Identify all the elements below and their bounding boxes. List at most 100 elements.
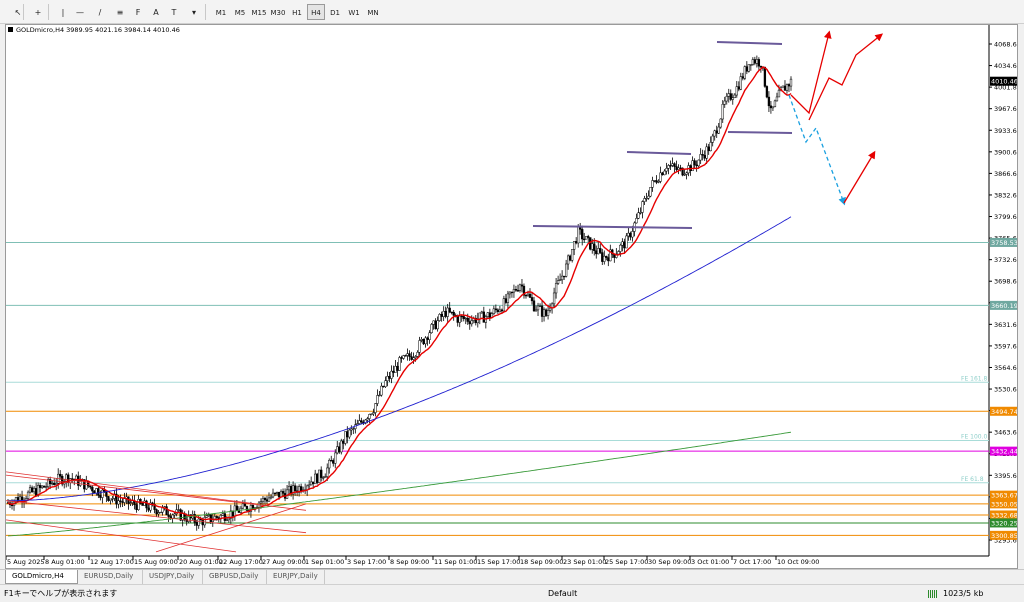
candle-body [675, 166, 678, 170]
candle-body [448, 307, 451, 313]
candle-body [119, 500, 122, 502]
candle-body [201, 519, 204, 526]
candle-body [496, 309, 500, 313]
candle-body [324, 476, 327, 478]
time-label: 5 Aug 2025 [7, 558, 45, 566]
timeframe-w1[interactable]: W1 [348, 9, 360, 17]
candle-body [530, 297, 534, 302]
candle-body [235, 505, 239, 511]
price-label: 3564.60 [994, 364, 1017, 372]
price-chart[interactable]: FE 161.8 FE 100.0 FE 61.8 4068.60 4034.60 400… [6, 25, 1017, 568]
candle-body [609, 249, 612, 262]
candle-body [577, 226, 580, 244]
horizontal-line-icon[interactable]: — [76, 8, 84, 17]
candle-body [263, 497, 267, 500]
candle-body [223, 513, 226, 521]
candle-body [595, 250, 598, 255]
timeframe-h1[interactable]: H1 [292, 9, 302, 17]
candle-body [737, 86, 740, 90]
candle-body [265, 499, 269, 502]
candle-body [583, 238, 586, 241]
candle-body [205, 515, 208, 518]
tab-goldmicro-h4[interactable]: GOLDmicro,H4 [5, 570, 78, 584]
vertical-line-icon[interactable]: | [61, 8, 65, 17]
forecast-up-arrow-1 [790, 30, 832, 115]
candle-body [155, 509, 158, 515]
candle-body [781, 85, 785, 88]
tab-eurjpy-daily[interactable]: EURJPY,Daily [267, 570, 325, 584]
price-label: 4034.60 [994, 62, 1017, 70]
candle-body [332, 460, 335, 464]
chart-window[interactable]: FE 161.8 FE 100.0 FE 61.8 4068.60 4034.60 400… [5, 24, 1018, 569]
timeframe-m15[interactable]: M15 [251, 9, 267, 17]
candle-body [657, 181, 660, 183]
shapes-icon[interactable]: ▾ [191, 8, 196, 17]
candle-body [366, 418, 369, 421]
candle-body [621, 241, 624, 246]
sr-line [626, 151, 692, 155]
candle-body [693, 160, 696, 166]
tab-gbpusd-daily[interactable]: GBPUSD,Daily [203, 570, 267, 584]
cursor-icon[interactable]: ↖ [14, 8, 22, 17]
candle-body [536, 305, 540, 311]
text-label-icon[interactable]: T [171, 8, 177, 17]
candle-body [342, 440, 345, 444]
candle-body [444, 311, 447, 317]
price-label: 4068.60 [994, 41, 1017, 49]
crosshair-icon[interactable]: + [34, 8, 42, 17]
candle-body [460, 315, 463, 318]
candle-body [34, 488, 38, 496]
candle-body [137, 499, 140, 510]
candle-body [65, 474, 68, 482]
candle-body [480, 311, 483, 314]
timeframe-m5[interactable]: M5 [234, 9, 246, 17]
text-icon[interactable]: A [153, 8, 159, 17]
timeframe-m30[interactable]: M30 [270, 9, 286, 17]
candle-body [271, 492, 275, 498]
candle-body [261, 497, 265, 502]
tab-usdjpy-daily[interactable]: USDJPY,Daily [143, 570, 203, 584]
candle-body [653, 180, 656, 182]
price-label: 3732.60 [994, 256, 1017, 264]
candle-body [221, 513, 224, 516]
candle-body [195, 522, 198, 526]
candle-body [149, 502, 152, 511]
channel-line [6, 519, 237, 553]
candle-body [312, 481, 315, 485]
candle-body [44, 486, 48, 488]
candle-body [49, 479, 52, 484]
candle-body [482, 311, 485, 323]
candle-body [745, 66, 748, 72]
candle-body [749, 64, 752, 66]
timeframe-d1[interactable]: D1 [330, 9, 340, 17]
candle-body [267, 497, 271, 502]
candle-body [131, 500, 134, 503]
candle-body [623, 241, 626, 249]
candle-body [731, 97, 734, 100]
candle-body [683, 174, 686, 176]
level-tag-label: 3494.74 [991, 408, 1017, 416]
candle-body [562, 275, 566, 278]
timeframe-mn[interactable]: MN [367, 9, 379, 17]
trendline-icon[interactable]: / [98, 8, 102, 17]
fibonacci-icon[interactable]: F [135, 8, 141, 17]
candle-body [785, 84, 789, 91]
candle-body [406, 353, 409, 356]
candle-body [747, 64, 750, 72]
channel-icon[interactable]: ≡ [116, 8, 124, 17]
tab-eurusd-daily[interactable]: EURUSD,Daily [78, 570, 143, 584]
candle-body [769, 105, 773, 109]
price-label: 3832.60 [994, 191, 1017, 199]
profile-label: Default [548, 589, 578, 598]
candle-body [400, 357, 403, 359]
candle-body [173, 513, 176, 516]
chart-tabs: GOLDmicro,H4 EURUSD,Daily USDJPY,Daily GBPU… [0, 569, 1024, 584]
candle-body [326, 467, 329, 477]
timeframe-m1[interactable]: M1 [215, 9, 227, 17]
timeframe-h4[interactable]: H4 [307, 4, 325, 20]
candle-body [540, 305, 544, 317]
price-label: 4001.80 [994, 84, 1017, 92]
forecast-down-arrow [788, 94, 846, 206]
candle-body [552, 292, 556, 305]
candle-body [627, 232, 630, 237]
